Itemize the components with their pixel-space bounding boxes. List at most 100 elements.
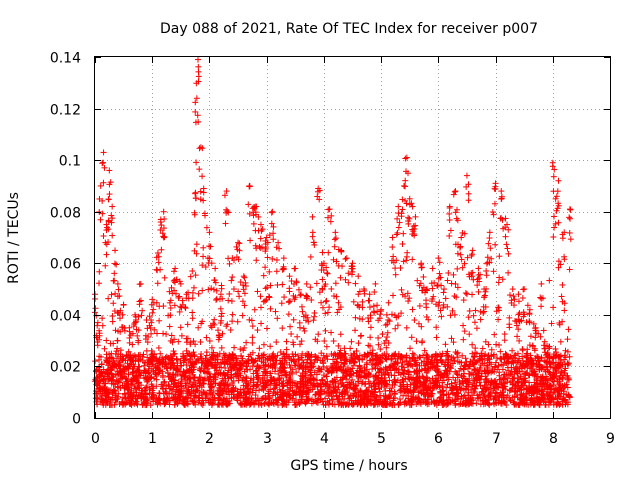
- data-point: [166, 323, 173, 330]
- data-point: [501, 331, 508, 338]
- data-point: [254, 288, 261, 295]
- data-point: [388, 311, 395, 318]
- data-point: [352, 327, 359, 334]
- data-point: [546, 277, 553, 284]
- data-point: [433, 334, 440, 341]
- data-point: [357, 333, 364, 340]
- data-point: [404, 249, 411, 256]
- data-point: [229, 318, 236, 325]
- data-point: [375, 334, 382, 341]
- data-point: [269, 208, 276, 215]
- data-point: [196, 145, 203, 152]
- data-point: [110, 300, 117, 307]
- data-point: [330, 338, 337, 345]
- data-point: [200, 189, 207, 196]
- data-point: [515, 326, 522, 333]
- data-point: [243, 373, 250, 380]
- data-point: [355, 291, 362, 298]
- data-point: [349, 260, 356, 267]
- x-tick-label: 3: [263, 431, 272, 447]
- data-point: [347, 345, 354, 352]
- data-point: [103, 337, 110, 344]
- data-point: [178, 332, 185, 339]
- data-point: [103, 251, 110, 258]
- data-point: [332, 229, 339, 236]
- data-point: [92, 358, 99, 365]
- data-point: [558, 368, 565, 375]
- data-point: [182, 305, 189, 312]
- data-point: [195, 63, 202, 70]
- data-point: [111, 270, 118, 277]
- data-point: [435, 255, 442, 262]
- data-point: [423, 297, 430, 304]
- data-point: [172, 265, 179, 272]
- data-point: [321, 337, 328, 344]
- x-tick-label: 8: [549, 431, 558, 447]
- data-point: [550, 213, 557, 220]
- data-point: [109, 203, 116, 210]
- data-point: [486, 235, 493, 242]
- data-point: [399, 206, 406, 213]
- data-point: [193, 241, 200, 248]
- data-point: [475, 265, 482, 272]
- data-point: [442, 295, 449, 302]
- data-point: [167, 305, 174, 312]
- data-point: [527, 333, 534, 340]
- data-point: [95, 280, 102, 287]
- data-point: [440, 289, 447, 296]
- data-point: [416, 302, 423, 309]
- data-point: [247, 237, 254, 244]
- data-point: [303, 280, 310, 287]
- data-point: [332, 235, 339, 242]
- data-point: [192, 190, 199, 197]
- data-point: [269, 255, 276, 262]
- data-point: [383, 311, 390, 318]
- data-point: [394, 322, 401, 329]
- data-point: [311, 309, 318, 316]
- data-point: [273, 339, 280, 346]
- data-point: [384, 329, 391, 336]
- data-point: [106, 167, 113, 174]
- data-point: [355, 273, 362, 280]
- data-point: [211, 316, 218, 323]
- data-point: [107, 340, 114, 347]
- data-point: [247, 366, 254, 373]
- data-point: [143, 317, 150, 324]
- data-point: [251, 306, 258, 313]
- data-point: [154, 249, 161, 256]
- data-point: [441, 286, 448, 293]
- data-point: [256, 345, 263, 352]
- data-point: [193, 95, 200, 102]
- data-point: [293, 369, 300, 376]
- data-point: [331, 243, 338, 250]
- data-point: [110, 277, 117, 284]
- data-point: [236, 293, 243, 300]
- data-point: [469, 291, 476, 298]
- data-point: [393, 231, 400, 238]
- data-point: [156, 317, 163, 324]
- data-point: [409, 350, 416, 357]
- data-point: [96, 268, 103, 275]
- y-tick-label: 0.14: [50, 51, 81, 67]
- data-point: [479, 345, 486, 352]
- data-point: [444, 277, 451, 284]
- data-point: [189, 315, 196, 322]
- data-point: [326, 304, 333, 311]
- data-point: [189, 268, 196, 275]
- data-point: [402, 177, 409, 184]
- data-point: [196, 166, 203, 173]
- data-point: [309, 213, 316, 220]
- data-point: [112, 247, 119, 254]
- data-point: [106, 191, 113, 198]
- data-point: [114, 293, 121, 300]
- data-point: [502, 233, 509, 240]
- data-point: [193, 195, 200, 202]
- data-point: [203, 334, 210, 341]
- data-point: [257, 293, 264, 300]
- data-point: [473, 325, 480, 332]
- data-point: [154, 267, 161, 274]
- data-point: [101, 345, 108, 352]
- data-point: [241, 274, 248, 281]
- data-point: [161, 215, 168, 222]
- data-point: [549, 163, 556, 170]
